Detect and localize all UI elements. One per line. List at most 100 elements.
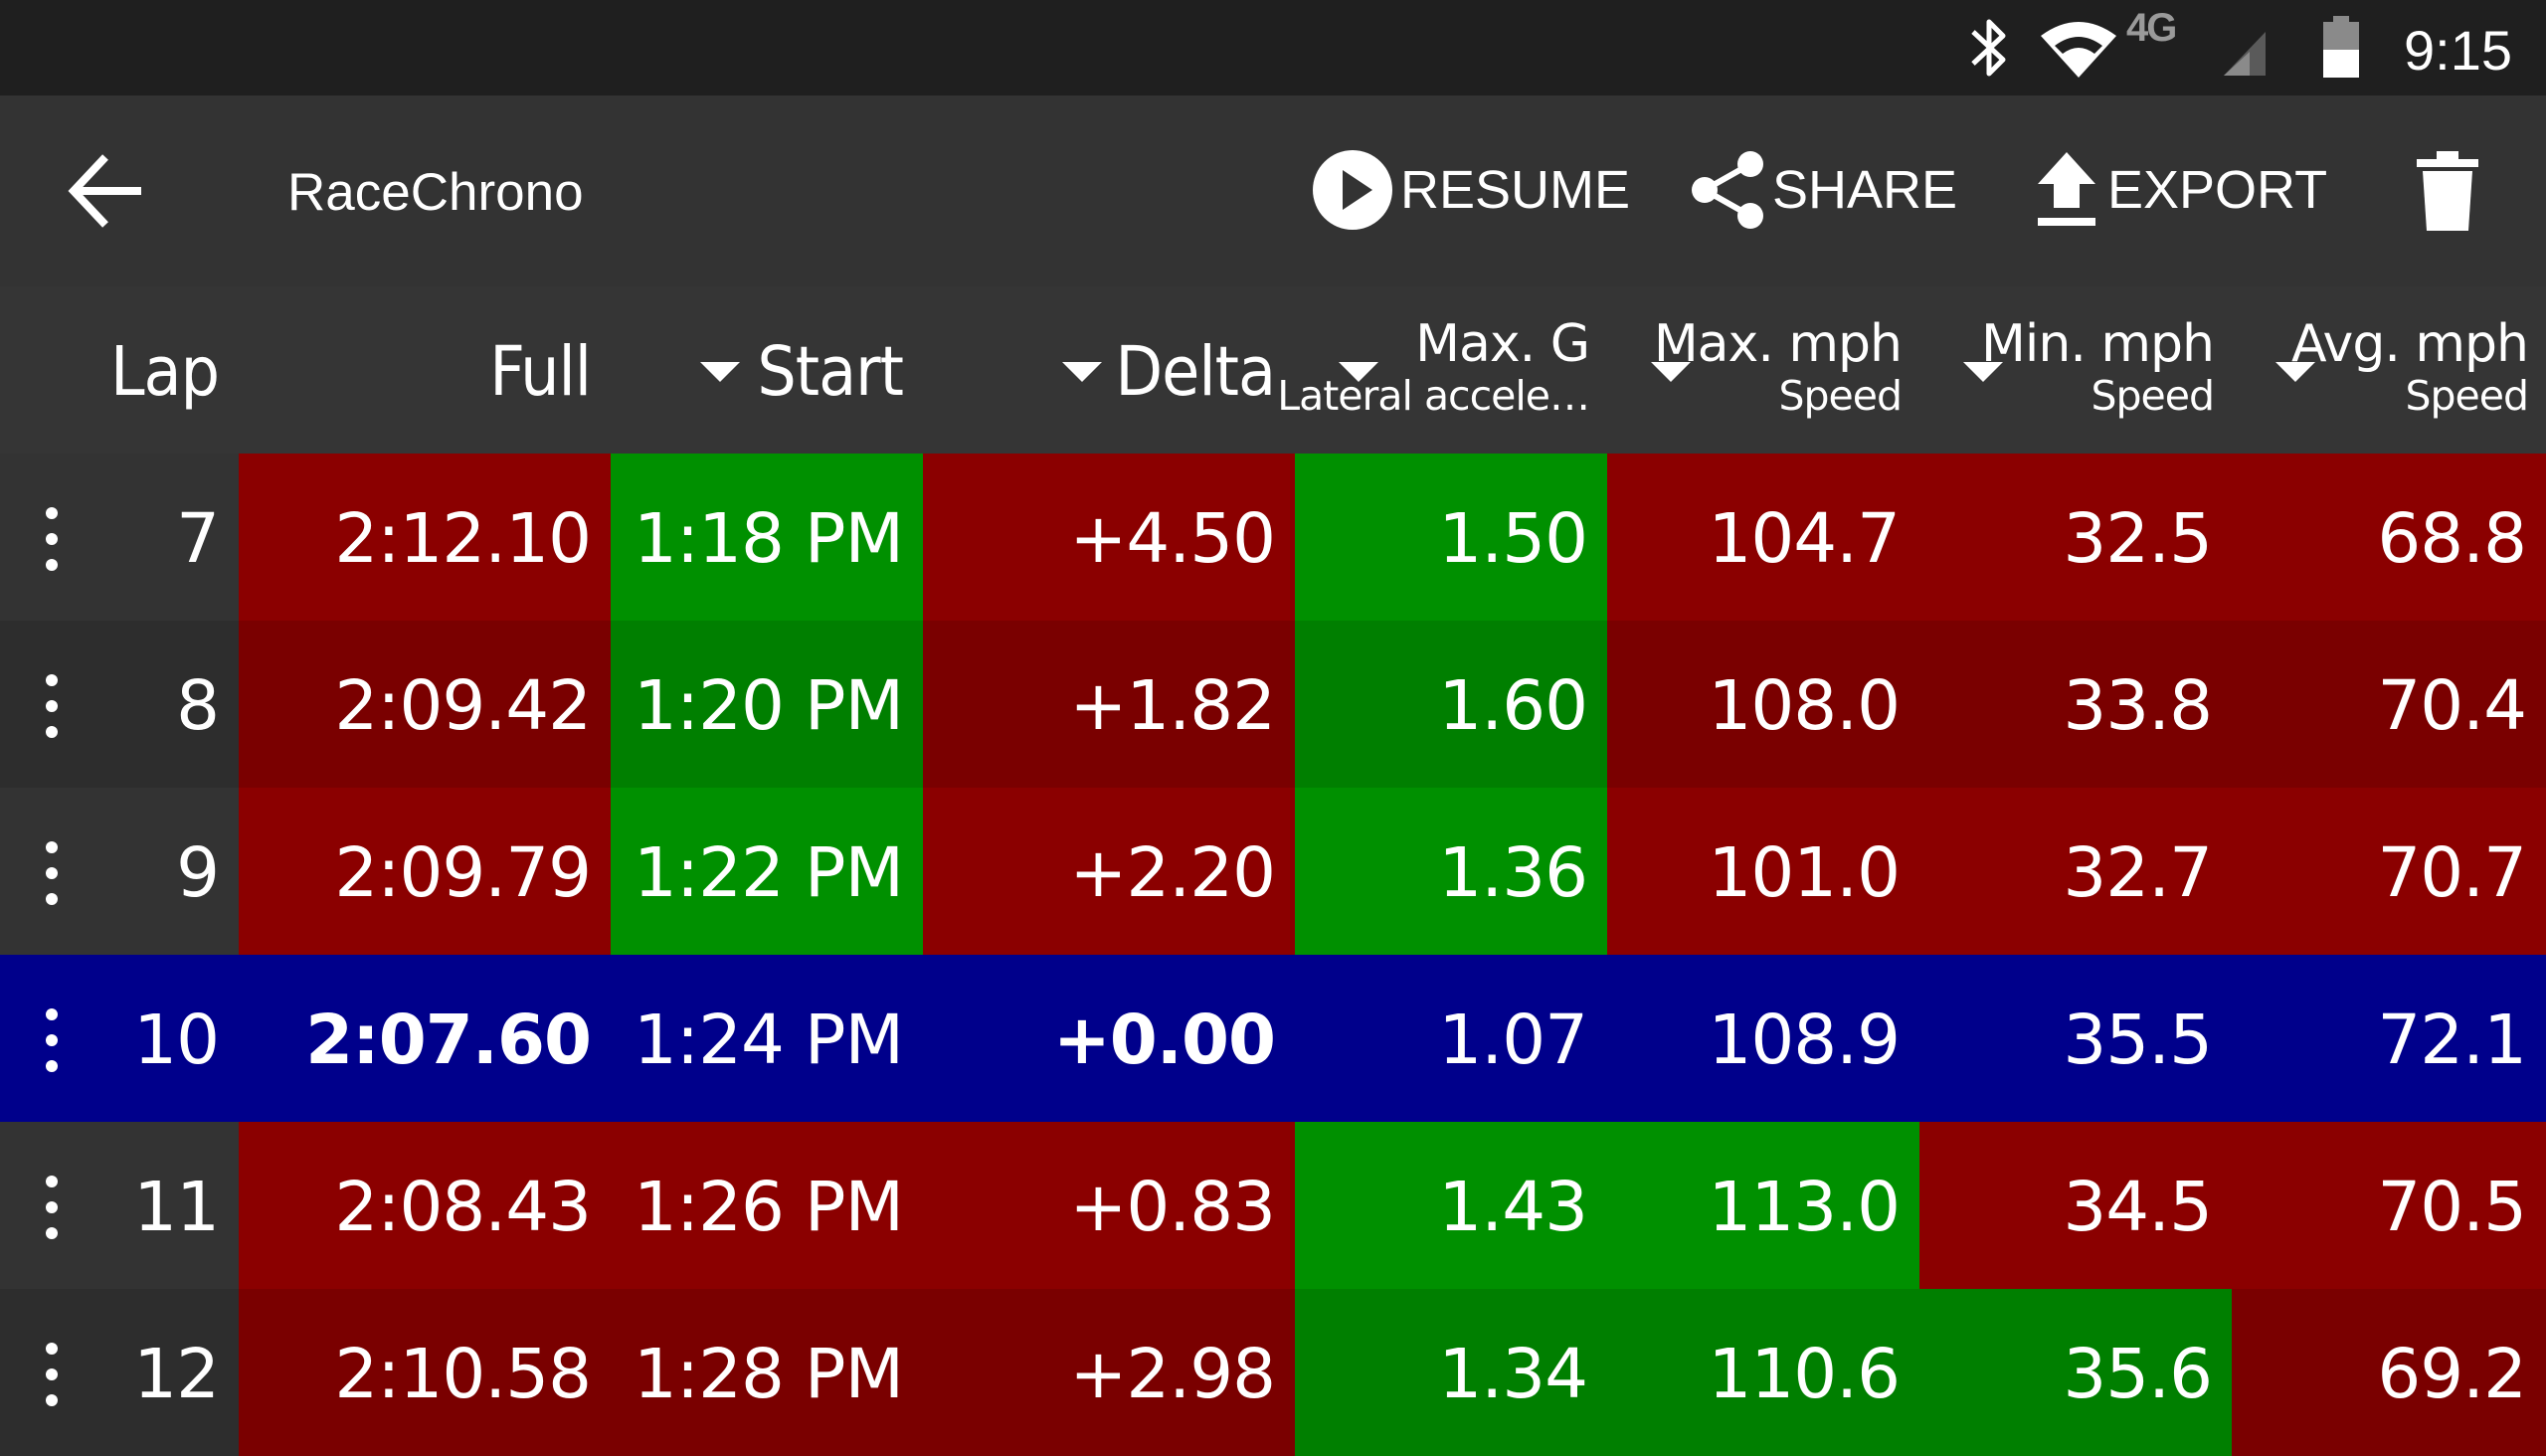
lap-number: 8 <box>176 666 220 746</box>
delta-value: +0.00 <box>1052 1001 1276 1080</box>
table-row[interactable]: 12 2:10.58 1:28 PM +2.98 1.34 110.6 35.6… <box>0 1289 2546 1456</box>
export-button[interactable]: EXPORT <box>2032 135 2327 245</box>
network-type-label: 4G <box>2126 6 2177 50</box>
column-header-min-mph[interactable]: Min. mph Speed <box>1919 286 2232 454</box>
avg-mph-value: 70.5 <box>2377 1168 2527 1247</box>
row-menu-icon[interactable] <box>34 674 70 738</box>
avg-mph-value: 68.8 <box>2377 499 2527 579</box>
max-mph-cell: 108.0 <box>1607 621 1919 788</box>
table-row[interactable]: 7 2:12.10 1:18 PM +4.50 1.50 104.7 32.5 … <box>0 454 2546 621</box>
sort-arrow-icon <box>1963 362 2003 382</box>
column-header-start[interactable]: Start <box>611 286 923 454</box>
start-time-cell: 1:24 PM <box>611 955 923 1122</box>
back-arrow-icon[interactable] <box>62 145 161 237</box>
full-time: 2:10.58 <box>334 1335 592 1414</box>
min-mph-cell: 34.5 <box>1919 1122 2232 1289</box>
start-time: 1:26 PM <box>633 1168 904 1247</box>
column-sublabel: Speed <box>2091 372 2215 420</box>
row-menu-icon[interactable] <box>34 1008 70 1072</box>
start-time: 1:22 PM <box>633 833 904 913</box>
column-sublabel: Speed <box>1778 372 1903 420</box>
full-time-cell: 2:07.60 <box>239 955 611 1122</box>
lap-number: 7 <box>176 499 220 579</box>
row-menu-icon[interactable] <box>34 841 70 905</box>
avg-mph-value: 70.7 <box>2377 833 2527 913</box>
max-mph-cell: 108.9 <box>1607 955 1919 1122</box>
table-header: Lap Full Start Delta Max. G Lateral acce… <box>0 286 2546 454</box>
min-mph-value: 32.7 <box>2063 833 2213 913</box>
max-g-value: 1.43 <box>1438 1168 1588 1247</box>
column-label: Max. G <box>1415 314 1590 374</box>
avg-mph-cell: 72.1 <box>2232 955 2546 1122</box>
max-mph-cell: 113.0 <box>1607 1122 1919 1289</box>
max-mph-value: 110.6 <box>1708 1335 1901 1414</box>
trash-icon[interactable] <box>2415 149 2480 233</box>
column-label: Avg. mph <box>2291 314 2529 374</box>
full-time: 2:07.60 <box>305 1001 592 1080</box>
column-header-full[interactable]: Full <box>239 286 611 454</box>
max-mph-value: 108.0 <box>1708 666 1901 746</box>
max-mph-cell: 101.0 <box>1607 788 1919 955</box>
start-time-cell: 1:18 PM <box>611 454 923 621</box>
min-mph-value: 35.5 <box>2063 1001 2213 1080</box>
start-time-cell: 1:22 PM <box>611 788 923 955</box>
full-time-cell: 2:10.58 <box>239 1289 611 1456</box>
avg-mph-cell: 68.8 <box>2232 454 2546 621</box>
column-sublabel: Speed <box>2405 372 2529 420</box>
lap-number: 12 <box>133 1335 220 1414</box>
lap-cell: 9 <box>0 788 239 955</box>
battery-icon <box>2323 16 2359 78</box>
column-header-delta[interactable]: Delta <box>923 286 1295 454</box>
row-menu-icon[interactable] <box>34 507 70 571</box>
start-time: 1:24 PM <box>633 1001 904 1080</box>
min-mph-cell: 33.8 <box>1919 621 2232 788</box>
avg-mph-cell: 70.7 <box>2232 788 2546 955</box>
max-g-cell: 1.07 <box>1295 955 1607 1122</box>
avg-mph-cell: 70.5 <box>2232 1122 2546 1289</box>
avg-mph-value: 69.2 <box>2377 1335 2527 1414</box>
full-time-cell: 2:09.42 <box>239 621 611 788</box>
column-header-lap[interactable]: Lap <box>0 286 239 454</box>
share-button[interactable]: SHARE <box>1689 135 1957 245</box>
sort-arrow-icon <box>2275 362 2315 382</box>
table-row-selected[interactable]: 10 2:07.60 1:24 PM +0.00 1.07 108.9 35.5… <box>0 955 2546 1122</box>
avg-mph-cell: 69.2 <box>2232 1289 2546 1456</box>
lap-number: 10 <box>133 1001 220 1080</box>
delta-cell: +2.20 <box>923 788 1295 955</box>
resume-button[interactable]: RESUME <box>1311 135 1630 245</box>
bluetooth-icon <box>1971 19 2006 77</box>
column-header-max-g[interactable]: Max. G Lateral accele… <box>1277 286 1607 454</box>
play-circle-icon <box>1313 150 1392 230</box>
toolbar: RaceChrono RESUME SHARE EXPORT <box>0 95 2546 286</box>
column-label: Max. mph <box>1653 314 1903 374</box>
min-mph-cell: 35.5 <box>1919 955 2232 1122</box>
column-header-avg-mph[interactable]: Avg. mph Speed <box>2232 286 2546 454</box>
row-menu-icon[interactable] <box>34 1176 70 1239</box>
min-mph-value: 32.5 <box>2063 499 2213 579</box>
lap-number: 11 <box>133 1168 220 1247</box>
delta-value: +4.50 <box>1069 499 1276 579</box>
signal-icon <box>2224 32 2266 76</box>
full-time-cell: 2:09.79 <box>239 788 611 955</box>
sort-arrow-icon <box>1651 362 1691 382</box>
column-sublabel: Lateral accele… <box>1277 372 1590 420</box>
lap-cell: 12 <box>0 1289 239 1456</box>
delta-cell: +1.82 <box>923 621 1295 788</box>
wifi-icon <box>2041 22 2116 78</box>
row-menu-icon[interactable] <box>34 1343 70 1406</box>
min-mph-cell: 32.5 <box>1919 454 2232 621</box>
min-mph-value: 34.5 <box>2063 1168 2213 1247</box>
table-row[interactable]: 9 2:09.79 1:22 PM +2.20 1.36 101.0 32.7 … <box>0 788 2546 955</box>
delta-value: +1.82 <box>1069 666 1276 746</box>
min-mph-cell: 35.6 <box>1919 1289 2232 1456</box>
sort-arrow-icon <box>1062 362 1102 382</box>
share-icon <box>1692 151 1763 229</box>
start-time: 1:28 PM <box>633 1335 904 1414</box>
column-header-max-mph[interactable]: Max. mph Speed <box>1607 286 1919 454</box>
table-row[interactable]: 11 2:08.43 1:26 PM +0.83 1.43 113.0 34.5… <box>0 1122 2546 1289</box>
delta-cell: +0.83 <box>923 1122 1295 1289</box>
export-label: EXPORT <box>2107 160 2328 220</box>
column-label: Full <box>489 332 592 412</box>
table-row[interactable]: 8 2:09.42 1:20 PM +1.82 1.60 108.0 33.8 … <box>0 621 2546 788</box>
share-label: SHARE <box>1772 160 1958 220</box>
